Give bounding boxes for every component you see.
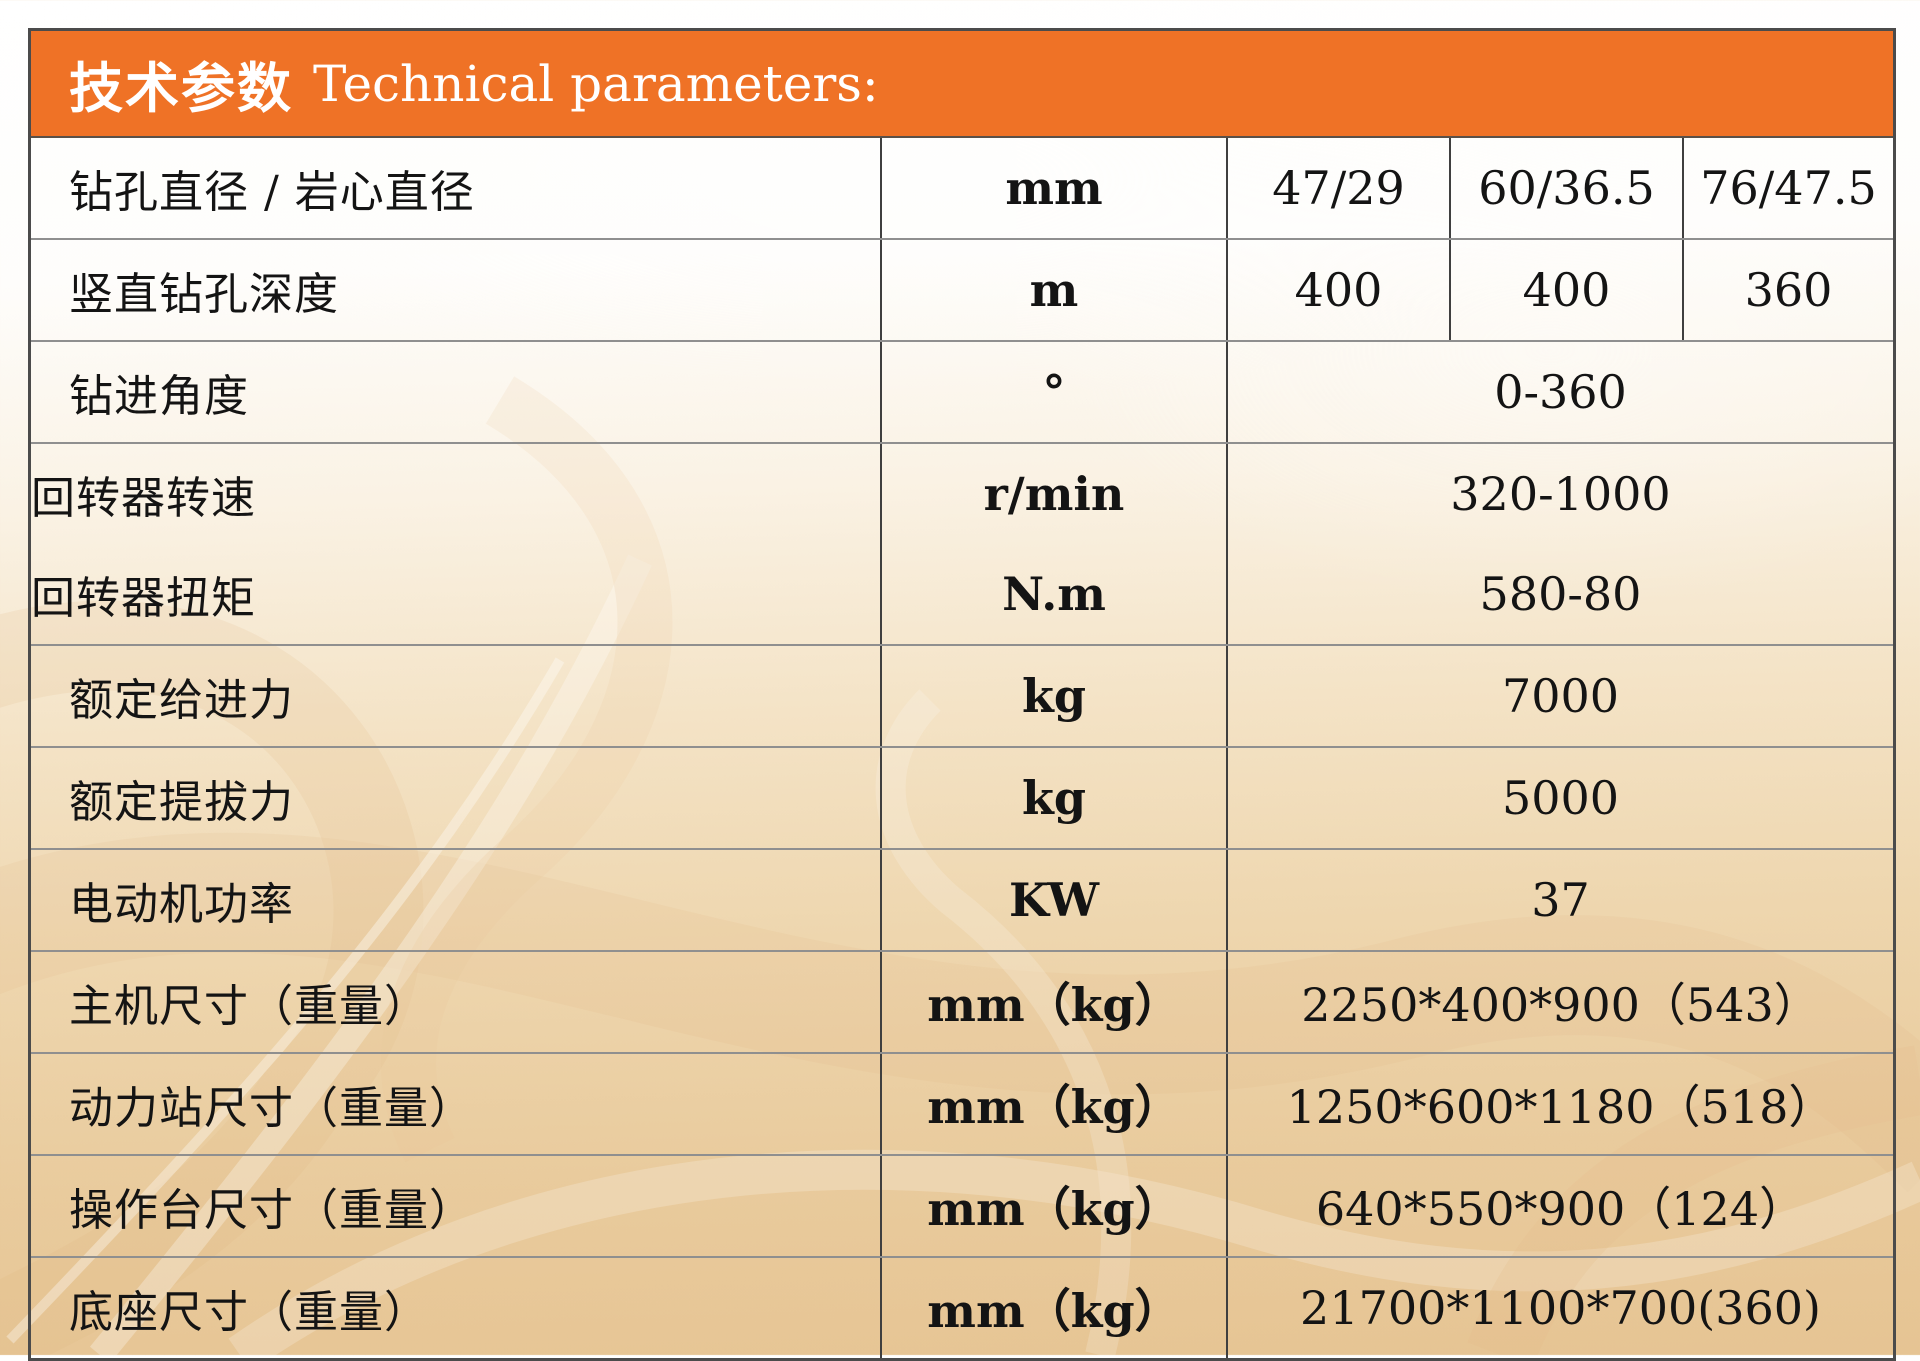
param-value: 360	[1682, 240, 1893, 340]
param-value: 5000	[1226, 748, 1893, 848]
param-unit: mm（kg）	[880, 952, 1226, 1052]
table-row: 电动机功率 KW 37	[31, 848, 1893, 950]
param-label: 底座尺寸（重量）	[69, 1287, 429, 1338]
param-unit: kg	[880, 646, 1226, 746]
param-label: 钻孔直径 / 岩心直径	[69, 167, 475, 218]
param-value: 1250*600*1180（518）	[1226, 1054, 1893, 1154]
param-label: 额定给进力	[69, 675, 294, 726]
param-value: 60/36.5	[1449, 138, 1682, 238]
table-row: 竖直钻孔深度 m 400 400 360	[31, 238, 1893, 340]
table-row: 底座尺寸（重量） mm（kg） 21700*1100*700(360)	[31, 1256, 1893, 1358]
param-unit: r/min	[983, 467, 1125, 521]
param-unit-group: r/min N.m	[880, 444, 1226, 644]
param-label: 操作台尺寸（重量）	[69, 1185, 474, 1236]
param-label: 电动机功率	[69, 879, 294, 930]
param-unit: mm	[880, 138, 1226, 238]
parameters-table: 技术参数 Technical parameters: 钻孔直径 / 岩心直径 m…	[28, 28, 1896, 1361]
param-label: 主机尺寸（重量）	[69, 981, 429, 1032]
header-title-zh: 技术参数	[69, 56, 293, 120]
param-unit: mm（kg）	[880, 1258, 1226, 1358]
table-row: 额定提拔力 kg 5000	[31, 746, 1893, 848]
table-row: 钻孔直径 / 岩心直径 mm 47/29 60/36.5 76/47.5	[31, 136, 1893, 238]
param-label: 竖直钻孔深度	[69, 269, 339, 320]
param-unit: N.m	[1002, 567, 1106, 621]
param-value: 580-80	[1479, 567, 1642, 621]
param-value: 2250*400*900（543）	[1226, 952, 1893, 1052]
param-value: 640*550*900（124）	[1226, 1156, 1893, 1256]
param-label: 动力站尺寸（重量）	[69, 1083, 474, 1134]
param-unit: mm（kg）	[880, 1156, 1226, 1256]
param-label: 额定提拔力	[69, 777, 294, 828]
table-row: 主机尺寸（重量） mm（kg） 2250*400*900（543）	[31, 950, 1893, 1052]
param-label: 回转器扭矩	[31, 573, 256, 624]
param-value: 400	[1449, 240, 1682, 340]
param-value: 0-360	[1226, 342, 1893, 442]
param-value: 400	[1226, 240, 1449, 340]
table-row: 额定给进力 kg 7000	[31, 644, 1893, 746]
param-label: 钻进角度	[69, 371, 249, 422]
table-row: 钻进角度 ° 0-360	[31, 340, 1893, 442]
param-value-group: 320-1000 580-80	[1226, 444, 1893, 644]
table-row: 回转器转速 回转器扭矩 r/min N.m 320-1000 580-80	[31, 442, 1893, 644]
param-value: 47/29	[1226, 138, 1449, 238]
param-unit: m	[880, 240, 1226, 340]
param-value: 7000	[1226, 646, 1893, 746]
param-value: 320-1000	[1450, 467, 1671, 521]
param-value: 37	[1226, 850, 1893, 950]
param-label-group: 回转器转速 回转器扭矩	[31, 444, 880, 644]
param-unit: °	[880, 342, 1226, 442]
param-label: 回转器转速	[31, 473, 256, 524]
table-row: 操作台尺寸（重量） mm（kg） 640*550*900（124）	[31, 1154, 1893, 1256]
param-unit: KW	[880, 850, 1226, 950]
table-row: 动力站尺寸（重量） mm（kg） 1250*600*1180（518）	[31, 1052, 1893, 1154]
table-header: 技术参数 Technical parameters:	[31, 31, 1893, 136]
header-title-en: Technical parameters:	[313, 54, 879, 113]
param-unit: mm（kg）	[880, 1054, 1226, 1154]
param-value: 21700*1100*700(360)	[1226, 1258, 1893, 1358]
param-value: 76/47.5	[1682, 138, 1893, 238]
param-unit: kg	[880, 748, 1226, 848]
